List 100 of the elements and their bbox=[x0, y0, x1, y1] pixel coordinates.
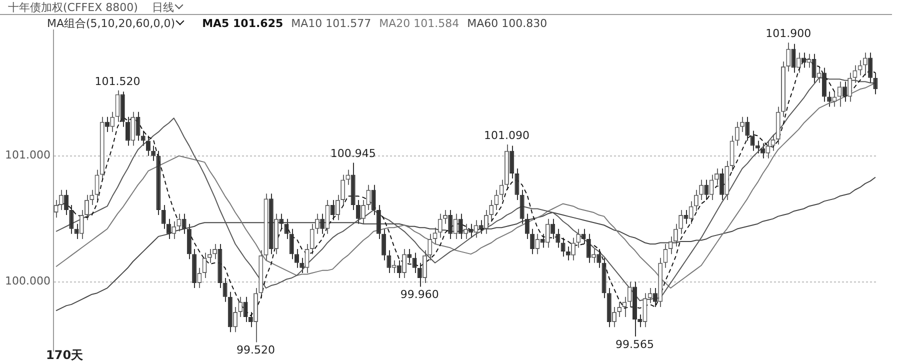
annotation: 100.945 bbox=[330, 147, 376, 160]
candlestick bbox=[535, 233, 540, 255]
candlestick bbox=[238, 296, 243, 318]
annotation: 101.900 bbox=[766, 26, 812, 40]
annotation: 99.520 bbox=[236, 344, 276, 357]
annotation: MA组合(5,10,20,60,0,0) bbox=[47, 16, 176, 31]
candlestick bbox=[58, 189, 64, 211]
annotation: 99.565 bbox=[615, 338, 654, 351]
candlestick bbox=[182, 213, 186, 234]
candlestick bbox=[766, 140, 770, 159]
annotation: 101.090 bbox=[484, 128, 530, 142]
candlestick bbox=[428, 233, 432, 261]
text: 日线 bbox=[152, 0, 175, 14]
candlestick bbox=[791, 43, 796, 74]
candlestick bbox=[94, 169, 100, 200]
candlestick bbox=[458, 213, 463, 240]
candlestick bbox=[304, 244, 310, 274]
candlestick bbox=[212, 244, 218, 260]
annotation: 99.960 bbox=[400, 288, 439, 302]
candlestick bbox=[514, 168, 520, 200]
annotation: 101.520 bbox=[94, 74, 140, 88]
candlestick bbox=[422, 250, 428, 284]
candlestick bbox=[438, 213, 442, 238]
candlestick bbox=[402, 248, 407, 278]
candlestick bbox=[366, 184, 371, 211]
candlestick bbox=[233, 306, 238, 333]
candlestick bbox=[130, 111, 136, 146]
candlestick bbox=[652, 288, 658, 308]
candlestick bbox=[648, 288, 652, 304]
candlestick bbox=[320, 213, 325, 234]
candlestick bbox=[510, 145, 514, 180]
candlestick bbox=[770, 134, 776, 152]
candlestick bbox=[356, 199, 360, 224]
candlestick bbox=[335, 194, 340, 221]
candlestick bbox=[474, 220, 478, 238]
candlestick bbox=[745, 116, 750, 142]
candlestick bbox=[852, 64, 858, 84]
candlestick bbox=[396, 260, 402, 278]
candlestick bbox=[136, 111, 140, 142]
candlestick bbox=[571, 237, 576, 261]
chart-title: 十年债加权(CFFEX 8800) bbox=[8, 0, 138, 14]
candlestick bbox=[443, 210, 448, 224]
candlestick bbox=[340, 174, 346, 206]
candlestick bbox=[760, 142, 766, 159]
candlestick bbox=[489, 199, 494, 221]
candlestick bbox=[688, 200, 694, 224]
candlestick bbox=[586, 233, 591, 264]
candlestick bbox=[848, 72, 852, 102]
candlestick bbox=[279, 213, 284, 230]
candlestick bbox=[812, 53, 816, 84]
candlestick bbox=[484, 210, 488, 234]
candlestick bbox=[105, 116, 110, 132]
candlestick bbox=[314, 213, 320, 234]
candlestick bbox=[325, 199, 330, 234]
candlestick bbox=[720, 168, 724, 200]
candlestick bbox=[140, 130, 146, 146]
candlestick bbox=[786, 42, 791, 72]
candlestick bbox=[873, 72, 878, 95]
candlestick bbox=[172, 220, 176, 240]
legend-label: MA5 101.625 bbox=[202, 17, 284, 30]
candlestick bbox=[115, 90, 120, 122]
candlestick bbox=[361, 199, 366, 224]
candlestick bbox=[694, 189, 698, 212]
candlestick bbox=[64, 189, 69, 216]
candlestick bbox=[822, 67, 826, 102]
candlestick bbox=[54, 199, 58, 218]
candlestick bbox=[176, 213, 182, 232]
annotation: 170天 bbox=[46, 347, 84, 363]
candlestick bbox=[545, 218, 550, 248]
candlestick bbox=[520, 189, 524, 224]
candlestick bbox=[730, 135, 734, 172]
candlestick bbox=[576, 228, 581, 248]
candlestick bbox=[382, 228, 386, 261]
candlestick bbox=[346, 169, 350, 186]
candlestick bbox=[816, 67, 822, 84]
candlestick bbox=[862, 52, 868, 76]
candlestick bbox=[448, 210, 453, 240]
candlestick bbox=[556, 228, 560, 248]
candlestick bbox=[463, 223, 468, 240]
candlestick bbox=[110, 111, 115, 132]
candlestick bbox=[801, 52, 806, 68]
candlestick bbox=[151, 145, 156, 162]
candlestick bbox=[186, 223, 192, 260]
candlestick bbox=[842, 81, 847, 102]
candlestick bbox=[494, 189, 499, 211]
candlestick bbox=[524, 213, 530, 240]
candlestick bbox=[596, 248, 602, 268]
candlestick bbox=[453, 213, 458, 240]
candlestick bbox=[868, 52, 873, 84]
candlestick bbox=[386, 250, 392, 274]
candlestick bbox=[300, 257, 304, 274]
candlestick bbox=[560, 237, 566, 258]
candlestick bbox=[796, 52, 801, 74]
candlestick bbox=[310, 223, 314, 255]
candlestick bbox=[699, 179, 704, 200]
candlestick bbox=[663, 244, 668, 268]
candlestick bbox=[704, 179, 709, 200]
text: MA20 101.584 bbox=[379, 17, 460, 30]
candlestick bbox=[74, 223, 79, 240]
y-tick-label: 100.000 bbox=[4, 274, 50, 288]
